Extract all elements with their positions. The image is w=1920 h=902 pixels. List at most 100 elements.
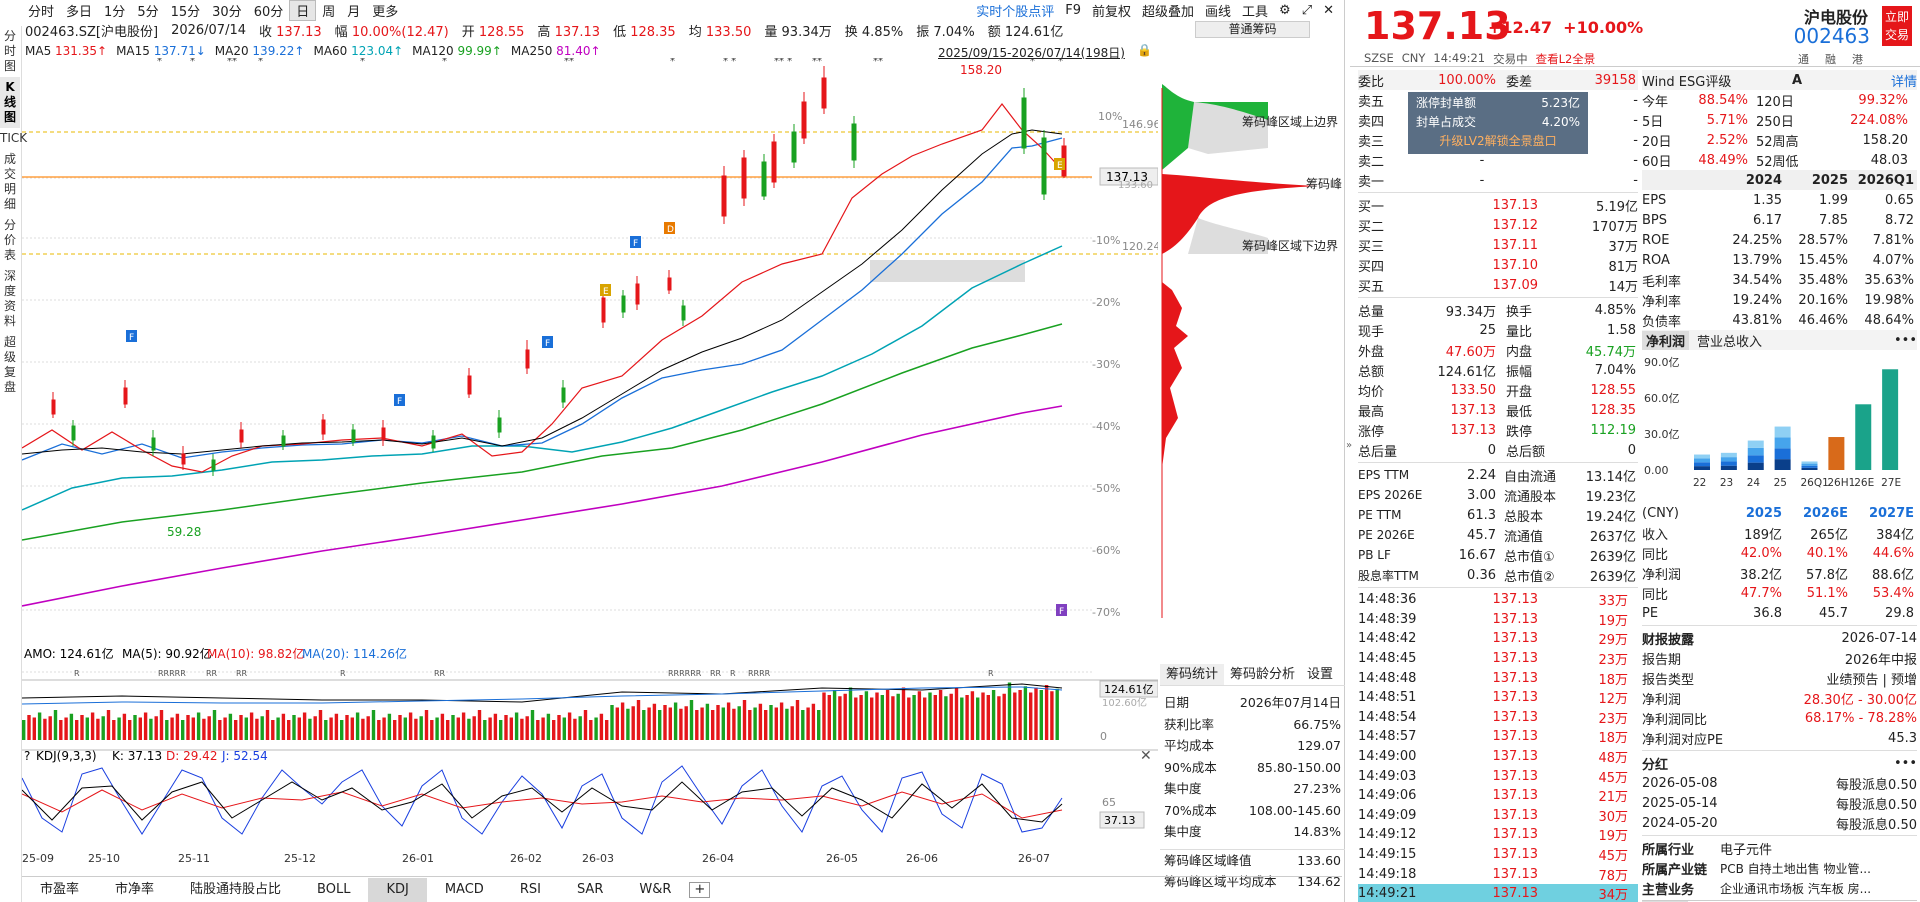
chip-distribution: 筹码峰区域上边界 筹码峰 筹码峰区域下边界: [1161, 84, 1342, 618]
kdj-close-icon[interactable]: ✕: [1140, 748, 1152, 764]
f9-button[interactable]: F9: [1065, 2, 1081, 18]
tab-rsi[interactable]: RSI: [519, 881, 541, 897]
side-tab-detail[interactable]: 成交明细: [3, 152, 16, 211]
gear-icon[interactable]: ⚙: [1279, 2, 1291, 18]
volume-bar: [159, 710, 164, 740]
esg-detail-link[interactable]: 详情: [1890, 74, 1917, 90]
ma60-line: [22, 245, 1063, 511]
chip-mode-button[interactable]: 普通筹码: [1195, 21, 1310, 38]
svg-text:*: *: [1030, 58, 1035, 67]
close-icon[interactable]: ✕: [1323, 2, 1334, 18]
add-indicator-button[interactable]: +: [689, 881, 711, 898]
tab-sar[interactable]: SAR: [576, 881, 604, 897]
period-more[interactable]: 更多: [372, 4, 399, 20]
chip-upper-label: 筹码峰区域上边界: [1242, 115, 1338, 129]
period-5m[interactable]: 5分: [137, 4, 159, 20]
tab-wr[interactable]: W&R: [639, 881, 672, 897]
amo-current-tag: [1099, 680, 1158, 698]
kdj-help-icon[interactable]: ?: [24, 749, 30, 763]
period-30m[interactable]: 30分: [212, 4, 242, 20]
volume-bar: [859, 695, 863, 740]
period-multiday[interactable]: 多日: [66, 4, 93, 20]
volume-bar: [281, 713, 286, 740]
volume-bar: [403, 717, 407, 740]
gap-zone: [870, 260, 1025, 282]
tab-pe[interactable]: 市盈率: [40, 881, 80, 897]
marker-d-1: [664, 222, 675, 234]
period-day[interactable]: 日: [289, 0, 317, 21]
peak-price-label: 158.20: [960, 63, 1002, 77]
kline-chart[interactable]: 158.20 59.28 F F F E F D E F * * ** * * * ** *…: [22, 58, 1158, 876]
date-tick: 25-09: [22, 852, 54, 865]
tab-macd[interactable]: MACD: [444, 881, 484, 897]
tab-pb[interactable]: 市净率: [115, 881, 155, 897]
buy-level-1: 买一 137.13 5.19亿: [1358, 197, 1638, 215]
profit-bar: [1694, 462, 1710, 467]
period-month[interactable]: 月: [347, 4, 361, 20]
tab-kdj[interactable]: KDJ: [368, 877, 427, 902]
volume-bar: [313, 716, 317, 740]
stock-comment-link[interactable]: 实时个股点评: [976, 4, 1055, 20]
lock-icon[interactable]: 🔒: [1137, 43, 1152, 57]
tab-net-profit[interactable]: 净利润: [1642, 330, 1690, 350]
volume-bar: [928, 692, 932, 740]
volume-bar: [811, 703, 816, 740]
volume-bar: [244, 717, 248, 740]
l2-link[interactable]: 查看L2全景: [1535, 52, 1596, 66]
period-week[interactable]: 周: [322, 4, 336, 20]
volume-bar: [991, 690, 996, 740]
tab-chip-settings[interactable]: 设置: [1307, 667, 1334, 682]
low-info: 低 128.35: [613, 24, 676, 40]
tab-revenue[interactable]: 营业总收入: [1697, 334, 1763, 350]
collapse-arrow-icon[interactable]: »: [1346, 440, 1353, 451]
adjust-button[interactable]: 前复权: [1091, 4, 1131, 20]
volume-bar: [514, 712, 519, 740]
period-1m[interactable]: 1分: [104, 4, 126, 20]
side-tab-fenshi[interactable]: 分时图: [3, 29, 16, 73]
tools-button[interactable]: 工具: [1242, 4, 1269, 20]
volume-bar: [101, 716, 105, 740]
tick-list: 14:48:36 137.13 33万 14:48:39 137.13 19万 14:48:…: [1358, 590, 1638, 902]
overlay-button[interactable]: 超级叠加: [1141, 4, 1194, 20]
trade-now-button[interactable]: 立即交易: [1882, 6, 1912, 46]
more-icon[interactable]: •••: [1893, 332, 1917, 348]
upgrade-l2-link[interactable]: 升级LV2解锁全景盘口: [1439, 134, 1557, 148]
volume-bar: [668, 707, 672, 740]
draw-button[interactable]: 画线: [1205, 4, 1232, 20]
side-tab-tick[interactable]: TICK: [0, 131, 28, 145]
profit-bar: [1855, 404, 1872, 470]
volume-bar: [716, 705, 720, 740]
volume-bar: [960, 697, 964, 740]
volume-bar: [520, 718, 524, 740]
tick-row: 14:48:39 137.13 19万: [1358, 611, 1628, 629]
volume-bar: [355, 712, 360, 740]
expand-icon[interactable]: ⤢: [1301, 2, 1313, 18]
period-60m[interactable]: 60分: [253, 4, 284, 20]
volume-bar: [218, 720, 222, 740]
ma60-label: MA60 123.04↑: [313, 44, 404, 58]
side-tab-kline[interactable]: K线图: [0, 77, 20, 128]
date-tick: 25-10: [88, 852, 120, 865]
volume-bar: [265, 710, 270, 740]
side-tab-price-table[interactable]: 分价表: [3, 218, 16, 262]
tab-chip-age[interactable]: 筹码龄分析: [1230, 667, 1296, 682]
profit-bar: [1801, 465, 1818, 468]
period-15m[interactable]: 15分: [170, 4, 201, 20]
dividend-more-icon[interactable]: •••: [1893, 755, 1917, 771]
volume-bar: [748, 710, 752, 740]
profit-x-tick: 26H1: [1827, 477, 1855, 489]
volume-bar: [451, 715, 455, 740]
profit-bar: [1774, 448, 1791, 460]
tick-row: 14:48:42 137.13 29万: [1358, 631, 1628, 649]
profit-chart-tabs: 净利润 营业总收入 •••: [1642, 330, 1917, 350]
side-tab-depth[interactable]: 深度资料: [3, 269, 16, 328]
ma5-label: MA5 131.35↑: [25, 44, 108, 58]
tab-hk-connect[interactable]: 陆股通持股占比: [190, 881, 282, 897]
volume-bar: [583, 710, 588, 740]
tab-boll[interactable]: BOLL: [317, 881, 351, 897]
period-fenshi[interactable]: 分时: [28, 4, 55, 20]
r-markers: R RRRRR RR RR R RR RRRRRR RR R RRRR R: [74, 669, 994, 678]
volume-bar: [541, 717, 545, 740]
side-tab-review[interactable]: 超级复盘: [3, 335, 16, 394]
tab-chip-stats[interactable]: 筹码统计: [1160, 664, 1225, 685]
